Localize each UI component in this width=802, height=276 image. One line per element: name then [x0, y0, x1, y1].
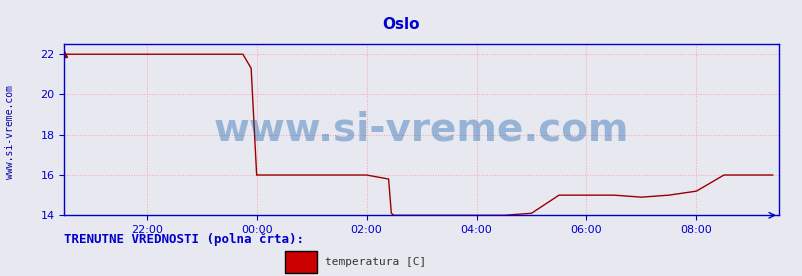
Text: www.si-vreme.com: www.si-vreme.com: [213, 111, 629, 149]
Text: Oslo: Oslo: [383, 17, 419, 31]
Text: TRENUTNE VREDNOSTI (polna črta):: TRENUTNE VREDNOSTI (polna črta):: [64, 233, 304, 246]
Text: www.si-vreme.com: www.si-vreme.com: [5, 86, 14, 179]
Text: temperatura [C]: temperatura [C]: [325, 257, 426, 267]
